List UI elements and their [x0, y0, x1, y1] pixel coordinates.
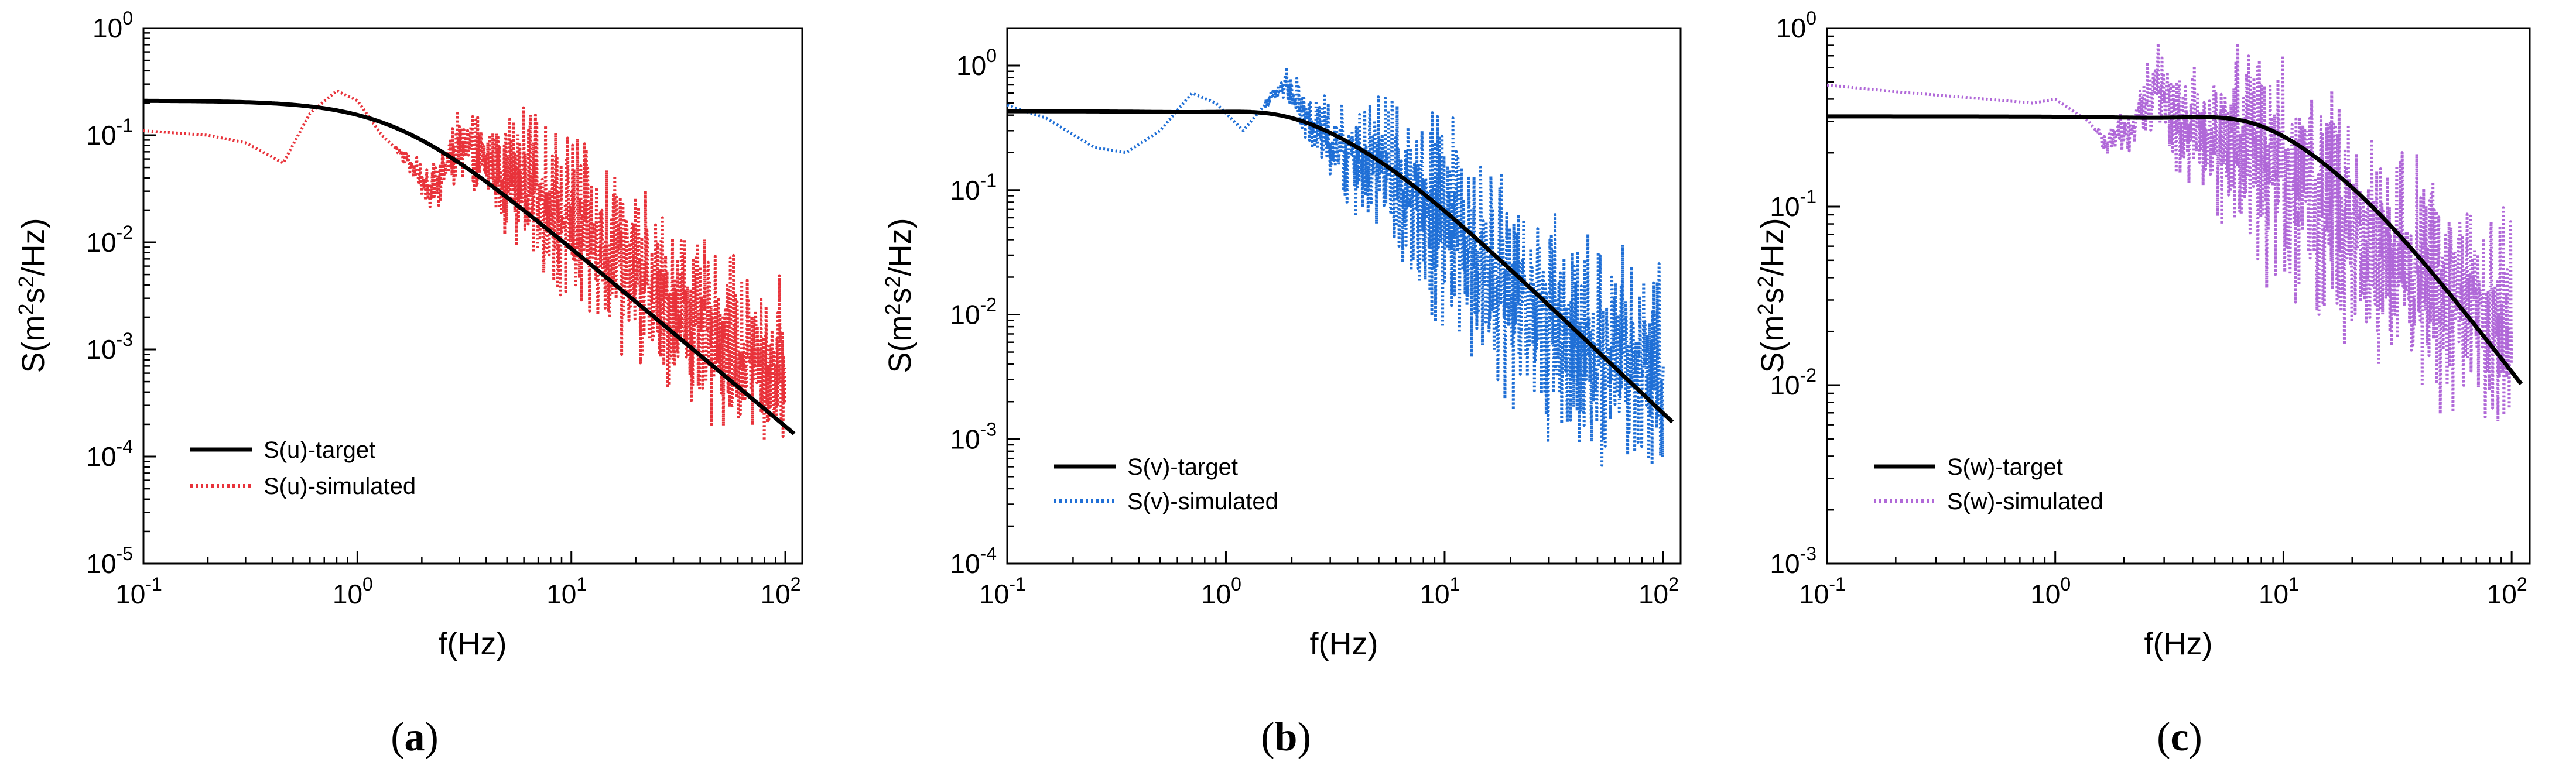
x-tick-label: 102 [1638, 574, 1679, 609]
legend-target-label-a: S(u)-target [264, 437, 375, 463]
y-tick-label: 10-3 [1770, 543, 1816, 579]
y-tick-label: 10-3 [950, 418, 997, 454]
simulated-series-a [143, 89, 786, 442]
caption-b: (b) [1261, 715, 1311, 760]
y-tick-label: 10-1 [86, 115, 133, 150]
x-tick-label: 102 [761, 574, 801, 609]
y-tick-label: 10-5 [86, 543, 133, 579]
caption-a: (a) [391, 715, 439, 760]
y-tick-label: 10-4 [86, 436, 133, 472]
legend-target-label-c: S(w)-target [1947, 454, 2063, 480]
x-tick-label: 101 [546, 574, 587, 609]
y-tick-label: 10-2 [1770, 365, 1816, 400]
y-tick-label: 10-3 [86, 329, 133, 365]
x-tick-label: 10-1 [979, 574, 1026, 609]
y-axis-title-c: S(m2s2/Hz) [1753, 218, 1790, 373]
y-axis-title-a: S(m2s2/Hz) [14, 218, 51, 373]
x-tick-label: 101 [2259, 574, 2299, 609]
legend-c: S(w)-target S(w)-simulated [1874, 454, 2103, 514]
panel-c: 10-1 100 101 102 10-3 10-2 10-1 100 f(Hz) S(m2s… [1753, 8, 2531, 760]
y-tick-label: 10-1 [950, 170, 997, 205]
y-axis-title-b: S(m2s2/Hz) [881, 218, 918, 373]
x-axis-title-a: f(Hz) [439, 626, 507, 661]
legend-a: S(u)-target S(u)-simulated [190, 437, 416, 499]
legend-simulated-label-c: S(w)-simulated [1947, 489, 2103, 514]
plot-frame-b [1006, 27, 1682, 565]
x-tick-label: 100 [2030, 574, 2071, 609]
y-tick-label: 100 [956, 45, 997, 81]
y-tick-label: 10-4 [950, 543, 997, 579]
target-series-c [1827, 114, 2523, 386]
x-tick-label: 102 [2487, 574, 2527, 609]
x-tick-label: 10-1 [115, 574, 162, 609]
x-axis-title-b: f(Hz) [1310, 626, 1378, 661]
x-axis-title-c: f(Hz) [2144, 626, 2213, 661]
y-tick-label: 10-1 [1770, 186, 1816, 222]
plot-frame-a [142, 27, 803, 565]
y-tick-label: 10-2 [950, 294, 997, 330]
target-series-a [143, 98, 796, 435]
legend-b: S(v)-target S(v)-simulated [1054, 454, 1278, 514]
x-tick-label: 100 [1201, 574, 1241, 609]
y-tick-label: 10-2 [86, 222, 133, 258]
simulated-series-b [1007, 66, 1665, 467]
plot-frame-c [1826, 27, 2531, 565]
caption-c: (c) [2157, 715, 2202, 760]
panel-b: 10-1 100 101 102 10-4 10-3 10-2 10-1 100 f(Hz) S… [881, 27, 1682, 760]
legend-simulated-label-a: S(u)-simulated [264, 474, 416, 499]
y-tick-label: 100 [93, 8, 133, 43]
x-tick-label: 100 [333, 574, 373, 609]
legend-simulated-label-b: S(v)-simulated [1127, 489, 1278, 514]
x-tick-label: 101 [1419, 574, 1460, 609]
simulated-series-c [1827, 42, 2513, 423]
x-tick-label: 10-1 [1799, 574, 1846, 609]
legend-target-label-b: S(v)-target [1127, 454, 1238, 480]
y-tick-label: 100 [1776, 8, 1816, 43]
target-series-b [1007, 109, 1674, 424]
panel-a: 10-1 100 101 102 10-5 10-4 10-3 10-2 10-1 100 f(H… [14, 8, 803, 760]
